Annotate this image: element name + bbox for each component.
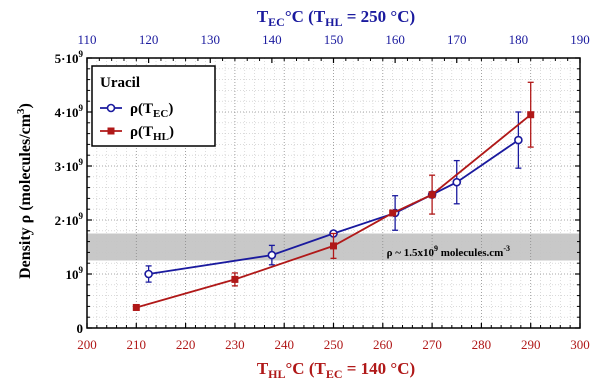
tick-label-top: 110: [77, 32, 96, 47]
bottom-axis-title: THL°C (TEC = 140 °C): [257, 359, 415, 381]
tick-label-bottom: 200: [77, 337, 97, 352]
data-point-thl: [231, 275, 239, 283]
tick-label-left: 2·109: [55, 211, 84, 228]
tick-label-bottom: 260: [373, 337, 393, 352]
tick-label-bottom: 210: [127, 337, 147, 352]
tick-label-top: 140: [262, 32, 282, 47]
tick-label-left: 109: [66, 265, 84, 282]
tick-label-bottom: 250: [324, 337, 344, 352]
tick-label-bottom: 240: [274, 337, 294, 352]
legend-marker-tec: [106, 103, 116, 113]
band-label: ρ ~ 1.5x109 molecules.cm-3: [387, 244, 510, 259]
tick-label-left: 4·109: [55, 103, 84, 120]
data-point-tec: [514, 135, 523, 145]
tick-label-top: 160: [385, 32, 405, 47]
tick-label-left: 3·109: [55, 157, 84, 174]
tick-label-bottom: 290: [521, 337, 541, 352]
data-point-thl: [428, 191, 436, 199]
data-point-thl: [330, 242, 337, 250]
data-point-tec: [267, 250, 277, 260]
legend: Uracil ρ(TEC) ρ(THL): [91, 65, 216, 147]
tick-label-left: 0: [77, 321, 84, 336]
tick-label-top: 150: [324, 32, 344, 47]
data-point-thl: [132, 303, 140, 311]
legend-marker-thl: [107, 127, 115, 135]
legend-title: Uracil: [100, 75, 140, 91]
tick-label-top: 190: [570, 32, 590, 47]
data-point-tec: [452, 177, 462, 187]
data-point-tec: [144, 269, 153, 279]
tick-label-top: 180: [509, 32, 529, 47]
tick-label-bottom: 230: [225, 337, 245, 352]
top-axis-title: TEC°C (THL = 250 °C): [257, 7, 415, 29]
tick-label-left: 5·109: [55, 49, 84, 66]
tick-label-top: 120: [139, 32, 159, 47]
data-point-thl: [527, 111, 535, 119]
y-axis-title: Density ρ (molecules/cm3): [15, 103, 34, 279]
data-point-thl: [389, 209, 397, 217]
series-line-thl: [136, 114, 532, 309]
tick-label-bottom: 280: [472, 337, 492, 352]
tick-label-top: 170: [447, 32, 467, 47]
tick-label-bottom: 220: [176, 337, 196, 352]
tick-label-bottom: 270: [422, 337, 442, 352]
tick-label-bottom: 300: [570, 337, 590, 352]
tick-label-top: 130: [201, 32, 221, 47]
